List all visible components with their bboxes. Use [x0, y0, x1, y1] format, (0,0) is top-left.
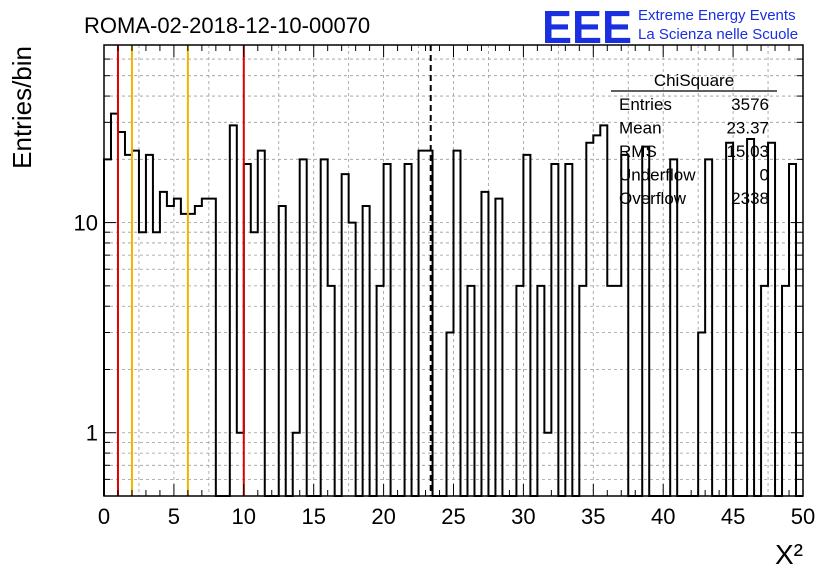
x-axis-ticks: 0 5 10 15 20 25 30 35 40 45 50 [98, 45, 815, 529]
y-tick-label: 1 [86, 421, 98, 446]
stats-row-label: Mean [619, 119, 662, 138]
logo-mark: EEE [542, 1, 632, 53]
stats-row-label: Underflow [619, 166, 696, 185]
x-axis-label: X² [775, 539, 803, 570]
y-tick-label: 10 [74, 211, 98, 236]
logo-line-2: La Scienza nelle Scuole [638, 26, 798, 43]
x-tick-label: 0 [98, 504, 110, 529]
x-tick-label: 45 [721, 504, 745, 529]
logo-line-1: Extreme Energy Events [638, 7, 796, 24]
reference-lines [116, 45, 432, 496]
x-tick-label: 30 [511, 504, 535, 529]
chart-title: ROMA-02-2018-12-10-00070 [84, 13, 370, 38]
x-tick-label: 25 [441, 504, 465, 529]
stats-row-value: 23.37 [726, 119, 769, 138]
stats-row-value: 2338 [731, 189, 769, 208]
stats-box-title: ChiSquare [654, 71, 734, 90]
stats-row-label: RMS [619, 142, 657, 161]
stats-row-value: 3576 [731, 95, 769, 114]
x-tick-label: 40 [651, 504, 675, 529]
x-tick-label: 5 [168, 504, 180, 529]
stats-box: ChiSquare Entries 3576 Mean 23.37 RMS 15.03 Un… [611, 71, 777, 208]
stats-row-label: Overflow [619, 189, 687, 208]
x-tick-label: 15 [301, 504, 325, 529]
logo: EEE Extreme Energy Events La Scienza nel… [542, 1, 798, 53]
stats-row-value: 0 [760, 166, 769, 185]
stats-row-value: 15.03 [726, 142, 769, 161]
x-tick-label: 35 [581, 504, 605, 529]
y-axis-label: Entries/bin [7, 46, 37, 169]
x-tick-label: 50 [791, 504, 815, 529]
y-axis-ticks: 1 10 [74, 58, 803, 497]
x-tick-label: 20 [371, 504, 395, 529]
x-tick-label: 10 [232, 504, 256, 529]
stats-row-label: Entries [619, 95, 672, 114]
